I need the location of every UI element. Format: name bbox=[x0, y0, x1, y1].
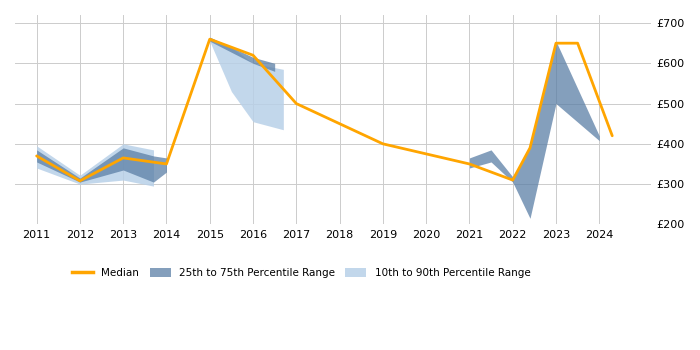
Legend: Median, 25th to 75th Percentile Range, 10th to 90th Percentile Range: Median, 25th to 75th Percentile Range, 1… bbox=[68, 264, 534, 282]
